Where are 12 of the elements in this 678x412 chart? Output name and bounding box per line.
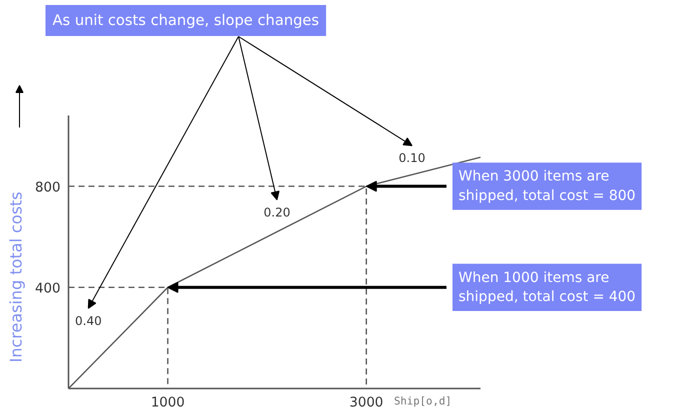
- annotation: 0.40: [74, 314, 102, 328]
- x-tick-label: 1000: [150, 396, 185, 410]
- annotation: 0.20: [264, 205, 290, 220]
- x-axis-title: Ship[o,d]: [394, 394, 452, 408]
- annotation: When 1000 items are shipped, total cost = 400: [458, 270, 636, 305]
- x-tick-label: 3000: [349, 396, 384, 410]
- chart-title: As unit costs change, slope changes: [52, 12, 320, 29]
- annotation: When 3000 items are shipped, total cost = 800: [458, 168, 636, 204]
- y-tick-label: 400: [35, 281, 61, 296]
- y-tick-label: 800: [35, 180, 61, 196]
- y-axis-title: Increasing total costs: [6, 192, 26, 362]
- annotation: 0.10: [398, 151, 426, 166]
